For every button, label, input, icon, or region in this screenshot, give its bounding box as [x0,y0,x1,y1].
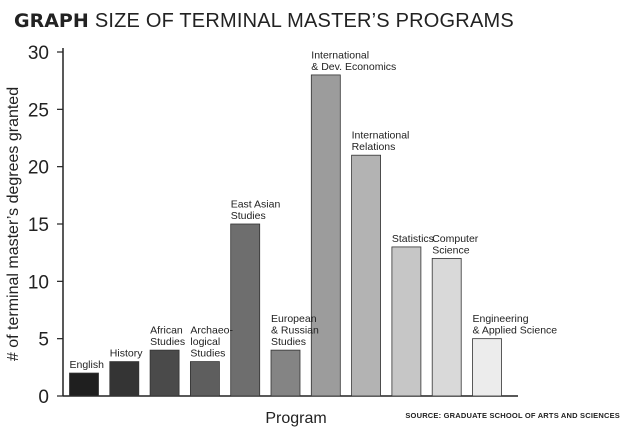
bar [69,372,99,397]
x-axis-title: Program [265,410,326,427]
title-kicker: GRAPH [14,10,89,32]
y-tick-label: 25 [28,100,49,121]
bar [472,338,502,397]
y-tick-label: 30 [28,43,49,64]
chart-title: GRAPH SIZE OF TERMINAL MASTER’S PROGRAMS [14,8,514,34]
bar-category-label: Statistics [392,233,434,245]
bar-category-label: African Studies [150,325,185,349]
bar-category-label: International Relations [352,130,410,154]
bar-category-label: History [110,348,143,360]
bar [310,74,341,397]
bar [270,349,301,397]
title-text: SIZE OF TERMINAL MASTER’S PROGRAMS [94,10,514,32]
bar-category-label: English [70,359,105,371]
bar [230,223,261,397]
bar-category-label: East Asian Studies [231,199,281,223]
y-axis-ticks: 0 5 10 15 20 25 30 [28,43,63,408]
y-axis-title: # of terminal master’s degrees granted [5,87,22,361]
y-tick-label: 5 [38,330,49,351]
bar-category-label: Computer Science [432,233,479,257]
bars [69,74,502,397]
bar [109,361,140,397]
y-tick-label: 15 [28,215,49,236]
y-tick-label: 10 [28,272,49,293]
bar-category-label: European & Russian Studies [271,313,319,348]
bar [431,257,462,397]
bar [149,349,180,397]
bar-category-label: International & Dev. Economics [311,49,396,73]
source-note: SOURCE: GRADUATE SCHOOL OF ARTS AND SCIE… [405,411,620,420]
y-tick-label: 20 [28,158,49,179]
bar [189,361,220,397]
bar-labels: English History African StudiesArchaeo-logi… [70,49,558,371]
bar [391,246,422,397]
bar-category-label: Engineering & Applied Science [473,313,558,337]
bar-category-label: Archaeo-logical Studies [190,325,233,360]
bar [351,154,382,397]
y-tick-label: 0 [38,387,49,408]
